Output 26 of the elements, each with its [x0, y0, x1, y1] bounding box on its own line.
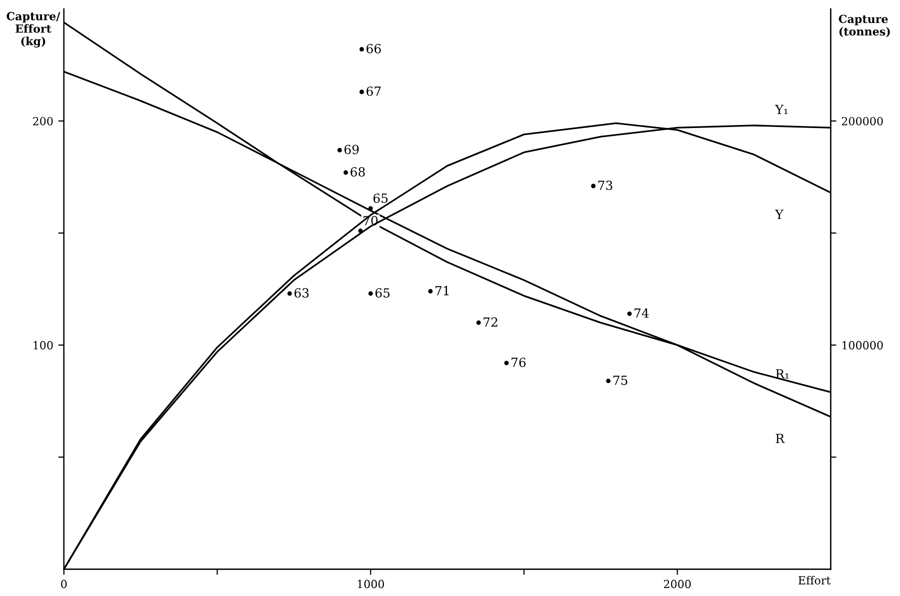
y-tick-label: 100 [34, 341, 53, 350]
text: Y [775, 210, 784, 219]
annotation: 65 [375, 288, 390, 298]
annotation: 63 [294, 288, 309, 298]
x-tick-label: 1000 [358, 580, 384, 588]
y2-tick-label: 100000 [842, 341, 883, 350]
annotation: 76 [512, 358, 526, 368]
annotation: 65 [373, 194, 388, 203]
y-axis-title: Capture/ Effort (kg) [6, 12, 60, 48]
annotation: 71 [435, 286, 449, 296]
y2-axis-title: Capture (tonnes) [838, 14, 890, 38]
annotation: 72 [484, 317, 498, 327]
annotation: 74 [634, 308, 649, 318]
annotation: 75 [613, 376, 628, 386]
series-label: Y₁ [775, 104, 788, 114]
x-axis-title: Effort [798, 576, 831, 585]
x-tick-label: 0 [61, 580, 67, 588]
y-tick-label: 200 [33, 116, 53, 126]
text: R [776, 434, 785, 443]
annotation: 66 [366, 44, 381, 54]
annotation: 73 [598, 180, 612, 190]
y2-tick-label: 200000 [842, 116, 883, 126]
annotation: 69 [344, 144, 359, 154]
x-tick-label: 2000 [664, 580, 691, 588]
annotation: 67 [366, 86, 381, 96]
annotation: 68 [350, 167, 365, 177]
